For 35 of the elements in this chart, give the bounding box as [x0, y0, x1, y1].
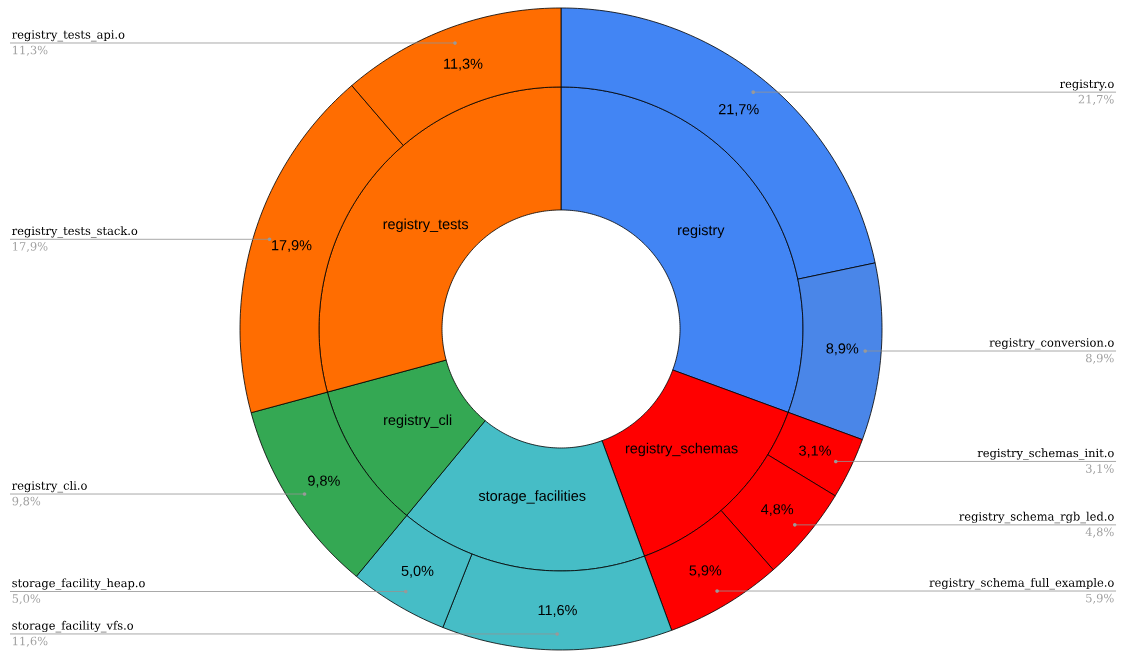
data-label: 17,9% — [272, 240, 312, 253]
text: 8,9% — [1085, 353, 1114, 364]
text: 5,9% — [1086, 593, 1114, 604]
slice-label: registry_cli — [384, 414, 452, 428]
slice-label: registry_tests_api.o — [12, 30, 125, 42]
slice-label: registry_tests — [383, 218, 469, 233]
slice-label: registry.o — [1060, 79, 1114, 91]
slice-label: registry_tests_stack.o — [12, 226, 138, 238]
data-label: 3,1% — [799, 445, 831, 458]
slice-label: storage_facility_heap.o — [12, 578, 145, 590]
data-label: 4,8% — [761, 504, 794, 517]
text: 5,0% — [12, 594, 41, 605]
text: 9,8% — [12, 496, 41, 507]
slice-label: registry_schema_full_example.o — [929, 577, 1114, 590]
slice-label: registry — [678, 224, 725, 239]
slice-label: registry_schemas_init.o — [977, 448, 1114, 460]
data-label: 5,9% — [689, 565, 722, 578]
data-label: 5,0% — [401, 565, 434, 578]
data-label: 8,9% — [826, 343, 859, 356]
text: 3,1% — [1086, 464, 1114, 475]
slice-label: registry_schemas — [625, 442, 738, 457]
slice-label: registry_cli.o — [12, 480, 87, 493]
text: 17,9% — [13, 242, 48, 253]
data-label: 21,7% — [718, 104, 759, 116]
text: 11,6% — [13, 636, 48, 647]
data-label: 11,6% — [538, 604, 577, 617]
data-label: 9,8% — [308, 475, 340, 488]
slice-label: registry_schema_rgb_led.o — [959, 511, 1114, 524]
slice-label: registry_conversion.o — [989, 338, 1114, 350]
text: 4,8% — [1085, 527, 1114, 538]
data-label: 11,3% — [444, 58, 483, 71]
slice-label: storage_facility_vfs.o — [12, 620, 134, 633]
slice-label: storage_facilities — [478, 490, 586, 504]
text: 11,3% — [13, 45, 48, 56]
text: 21,7% — [1078, 94, 1114, 105]
